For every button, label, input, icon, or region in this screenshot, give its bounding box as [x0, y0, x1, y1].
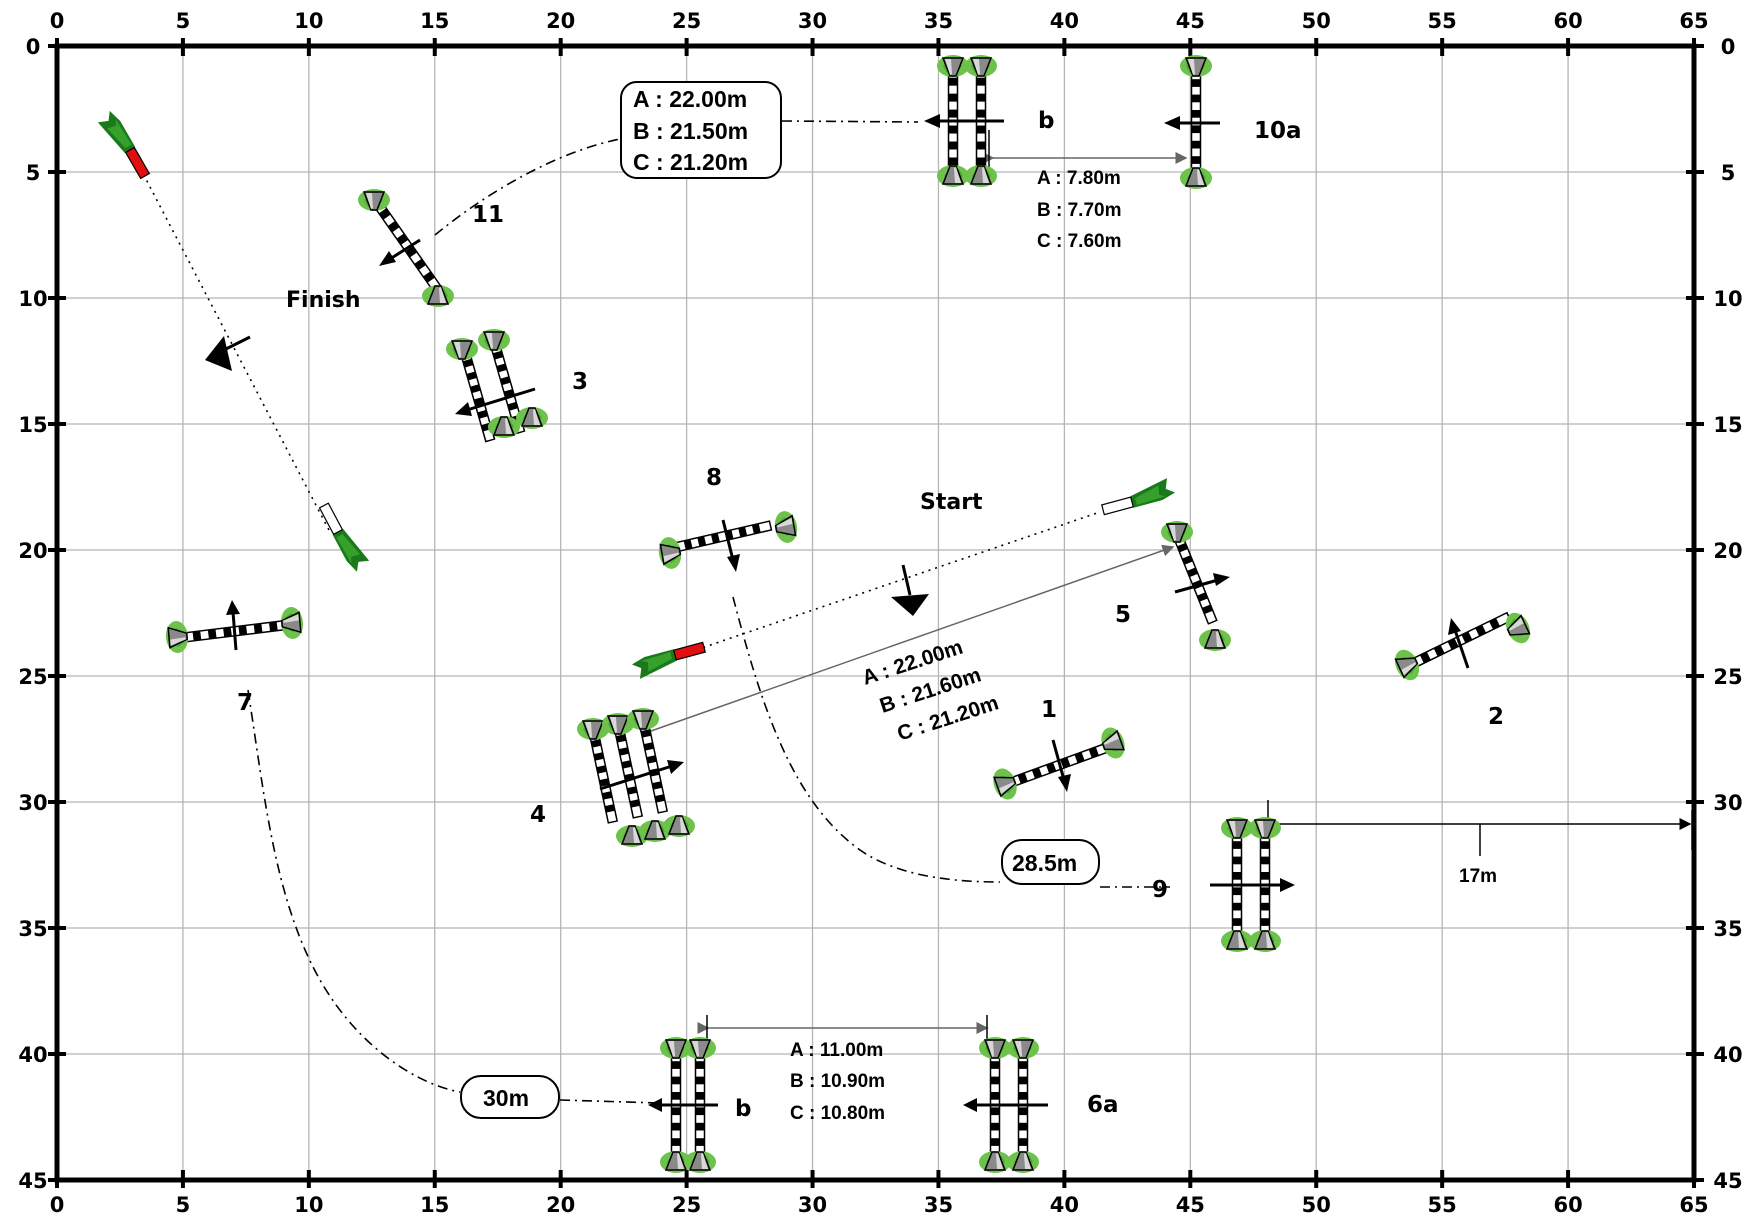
axis-tick-label: 20	[18, 539, 47, 563]
axis-tick-label: 50	[1302, 9, 1331, 33]
start-label: Start	[920, 490, 983, 515]
axis-tick-label: 10	[18, 287, 47, 311]
right-axis: 0 5 10 15 20 25 30 35 40 45	[1686, 35, 1743, 1193]
finish-label: Finish	[286, 288, 361, 313]
obstacle-label-3: 3	[572, 369, 588, 395]
distance-box-8-9: 28.5m	[1001, 839, 1100, 885]
obstacle-label-11: 11	[472, 202, 504, 228]
axis-tick-label: 40	[1713, 1043, 1742, 1067]
obstacle-label-8: 8	[706, 465, 722, 491]
top-axis: 0 5 10 15 20 25 30 35 40 45 50 55 60 65	[50, 9, 1709, 56]
left-axis: 0 5 10 15 20 25 30 35 40 45	[18, 35, 66, 1193]
axis-tick-label: 15	[1713, 413, 1742, 437]
axis-tick-label: 15	[420, 9, 449, 33]
svg-text:C : 21.20m: C : 21.20m	[633, 149, 748, 175]
axis-tick-label: 0	[26, 35, 41, 59]
finish-flag-bottom	[318, 502, 370, 572]
axis-tick-label: 20	[546, 1193, 575, 1217]
axis-tick-label: 5	[1721, 161, 1736, 185]
distance-box-11-10: A : 22.00m B : 21.50m C : 21.20m	[620, 81, 782, 179]
axis-tick-label: 30	[798, 9, 827, 33]
axis-tick-label: 35	[924, 9, 953, 33]
axis-tick-label: 50	[1302, 1193, 1331, 1217]
obstacle-label-4: 4	[530, 802, 546, 828]
axis-tick-label: 65	[1679, 9, 1708, 33]
svg-text:A : 22.00m: A : 22.00m	[633, 86, 747, 112]
axis-tick-label: 25	[1713, 665, 1742, 689]
obstacle-label-7: 7	[237, 690, 253, 716]
distance-10: A : 7.80m B : 7.70m C : 7.60m	[1037, 168, 1121, 252]
svg-text:30m: 30m	[483, 1085, 529, 1111]
svg-text:C : 10.80m: C : 10.80m	[790, 1103, 885, 1124]
axis-tick-label: 10	[294, 1193, 323, 1217]
measurement-lines	[639, 130, 1693, 1045]
route-lines	[136, 120, 1170, 1104]
axis-tick-label: 35	[1713, 917, 1742, 941]
axis-tick-label: 40	[18, 1043, 47, 1067]
obstacle-label-10a: 10a	[1254, 118, 1302, 144]
svg-text:B : 21.50m: B : 21.50m	[633, 118, 748, 144]
axis-tick-label: 45	[1176, 1193, 1205, 1217]
start-flag-left	[630, 640, 709, 681]
axis-tick-label: 55	[1428, 9, 1457, 33]
axis-tick-label: 65	[1679, 1193, 1708, 1217]
axis-tick-label: 25	[18, 665, 47, 689]
distance-box-7-6: 30m	[460, 1075, 560, 1119]
axis-tick-label: 30	[798, 1193, 827, 1217]
axis-tick-label: 10	[294, 9, 323, 33]
svg-text:28.5m: 28.5m	[1012, 850, 1077, 876]
axis-tick-label: 5	[176, 1193, 191, 1217]
obstacle-label-9: 9	[1152, 877, 1168, 903]
axis-tick-label: 60	[1553, 9, 1582, 33]
svg-text:A : 7.80m: A : 7.80m	[1037, 168, 1121, 189]
axis-tick-label: 0	[1721, 35, 1736, 59]
obstacle-label-5: 5	[1115, 602, 1131, 628]
axis-tick-label: 15	[420, 1193, 449, 1217]
axis-tick-label: 5	[176, 9, 191, 33]
grid	[57, 46, 1694, 1180]
obstacle-label-6b: b	[735, 1096, 751, 1122]
axis-tick-label: 35	[924, 1193, 953, 1217]
arena-border	[54, 43, 1697, 1183]
obstacle-3	[445, 328, 549, 443]
direction-arrows	[205, 114, 1470, 1112]
start-flag-right	[1100, 478, 1176, 516]
axis-tick-label: 20	[546, 9, 575, 33]
axis-tick-label: 45	[18, 1169, 47, 1193]
obstacle-label-2: 2	[1488, 704, 1504, 730]
axis-tick-label: 30	[18, 791, 47, 815]
obstacle-2	[1389, 608, 1536, 685]
axis-tick-label: 55	[1428, 1193, 1457, 1217]
obstacle-label-10b: b	[1038, 108, 1054, 134]
axis-tick-label: 5	[26, 161, 41, 185]
axis-tick-label: 25	[672, 9, 701, 33]
axis-tick-label: 35	[18, 917, 47, 941]
svg-text:A : 11.00m: A : 11.00m	[790, 1040, 883, 1061]
svg-text:C : 7.60m: C : 7.60m	[1037, 231, 1121, 252]
axis-tick-label: 10	[1713, 287, 1742, 311]
axis-tick-label: 25	[672, 1193, 701, 1217]
axis-tick-label: 60	[1553, 1193, 1582, 1217]
svg-text:B : 7.70m: B : 7.70m	[1037, 200, 1121, 221]
axis-tick-label: 40	[1050, 9, 1079, 33]
distance-6: A : 11.00m B : 10.90m C : 10.80m	[790, 1040, 885, 1124]
bottom-axis: 0 5 10 15 20 25 30 35 40 45 50 55 60 65	[50, 1170, 1709, 1217]
obstacle-label-1: 1	[1041, 697, 1057, 723]
distance-9-edge: 17m	[1459, 866, 1497, 887]
distance-5-4: A : 22.00m B : 21.60m C : 21.20m	[859, 636, 1001, 746]
axis-tick-label: 0	[50, 1193, 65, 1217]
axis-tick-label: 45	[1713, 1169, 1742, 1193]
axis-tick-label: 20	[1713, 539, 1742, 563]
svg-text:B : 10.90m: B : 10.90m	[790, 1071, 885, 1092]
obstacle-label-6a: 6a	[1087, 1092, 1119, 1118]
axis-tick-label: 15	[18, 413, 47, 437]
axis-tick-label: 30	[1713, 791, 1742, 815]
axis-tick-label: 0	[50, 9, 65, 33]
axis-tick-label: 40	[1050, 1193, 1079, 1217]
axis-tick-label: 45	[1176, 9, 1205, 33]
